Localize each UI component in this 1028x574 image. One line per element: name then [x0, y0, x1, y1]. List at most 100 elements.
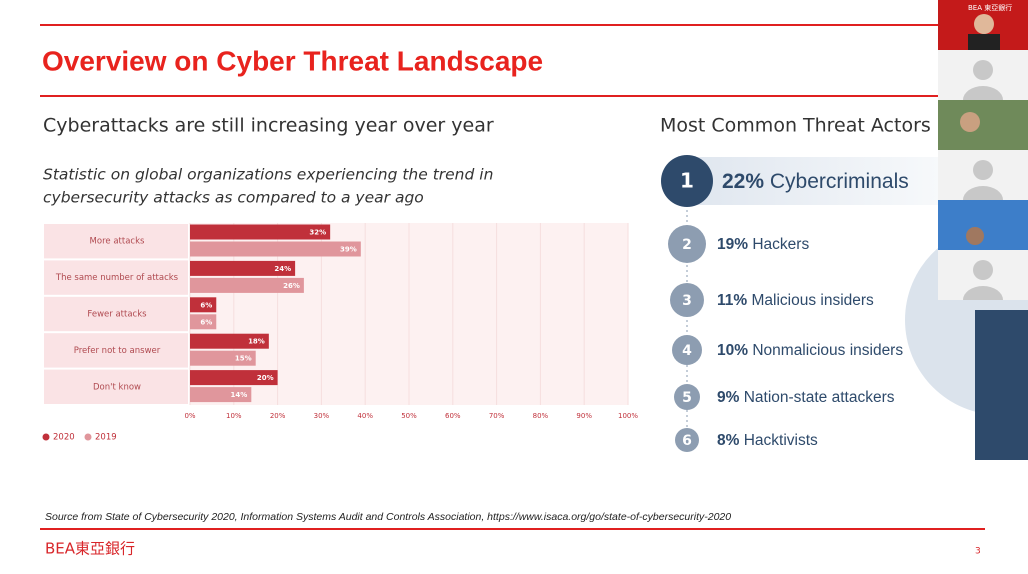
video-tile[interactable]	[938, 200, 1028, 250]
actor: 10% Nonmalicious insiders	[717, 342, 903, 359]
value-label: 26%	[283, 282, 300, 290]
avatar	[973, 60, 993, 80]
legend-swatch	[84, 433, 92, 441]
bar	[190, 277, 304, 293]
participant-banner: BEA 東亞銀行	[968, 3, 1012, 12]
percent: 11%	[717, 292, 747, 309]
actor: 8% Hacktivists	[717, 432, 818, 449]
avatar	[974, 14, 994, 34]
heading: Cyberattacks are still increasing year o…	[43, 115, 494, 137]
rank-badge	[661, 155, 713, 207]
value-label: 39%	[340, 246, 357, 254]
bar	[190, 224, 331, 240]
actor-label: Cybercriminals	[770, 170, 909, 193]
category-cell	[44, 296, 188, 332]
x-tick-label: 60%	[445, 412, 461, 420]
value-label: 32%	[309, 229, 326, 237]
bar	[190, 333, 269, 349]
y-tick-label: Prefer not to answer	[74, 346, 161, 356]
avatar	[973, 260, 993, 280]
rank-badge	[670, 283, 704, 317]
highlight	[687, 157, 939, 205]
rank: 3	[682, 293, 692, 309]
avatar	[960, 112, 980, 132]
x-tick-label: 10%	[226, 412, 242, 420]
value-label: 20%	[257, 374, 274, 382]
x-tick-label: 40%	[357, 412, 373, 420]
avatar	[966, 227, 984, 245]
rank-badge	[668, 225, 706, 263]
bar	[190, 260, 296, 276]
category-cell	[44, 369, 188, 404]
category-cell	[44, 333, 188, 368]
percent: 10%	[717, 342, 748, 359]
bar	[190, 370, 278, 386]
actor-label: Hackers	[752, 236, 809, 253]
subtitle: Statistic on global organizations experi…	[43, 166, 493, 184]
value-label: 24%	[274, 265, 291, 273]
page-number: 3	[975, 547, 981, 557]
rank: 2	[682, 237, 692, 253]
avatar	[963, 286, 1003, 300]
x-tick-label: 0%	[184, 412, 195, 420]
value-label: 15%	[235, 355, 252, 363]
rank-badge	[674, 384, 700, 410]
rank: 4	[682, 343, 692, 359]
y-tick-label: Fewer attacks	[87, 310, 147, 320]
category-cell	[44, 260, 188, 295]
legend-swatch	[42, 433, 50, 441]
value-label: 6%	[200, 301, 212, 309]
bar	[190, 297, 217, 313]
y-tick-label: More attacks	[90, 237, 145, 247]
bar	[190, 387, 252, 403]
x-tick-label: 50%	[401, 412, 417, 420]
x-tick-label: 70%	[489, 412, 505, 420]
slide-title: Overview on Cyber Threat Landscape	[42, 45, 543, 76]
x-tick-label: 30%	[314, 412, 330, 420]
actor: 19% Hackers	[717, 236, 809, 253]
heading: Most Common Threat Actors	[660, 115, 931, 137]
y-tick-label: Don't know	[93, 382, 141, 392]
legend-label: 2020	[53, 433, 75, 443]
actor: 11% Malicious insiders	[717, 292, 874, 309]
rank: 1	[680, 169, 694, 193]
x-tick-label: 20%	[270, 412, 286, 420]
percent: 19%	[717, 236, 748, 253]
subtitle: cybersecurity attacks as compared to a y…	[43, 189, 424, 207]
avatar	[973, 160, 993, 180]
bar	[190, 350, 256, 366]
logo: BEA東亞銀行	[45, 540, 135, 558]
actor: 22% Cybercriminals	[722, 170, 909, 193]
rank: 5	[682, 390, 692, 406]
source: Source from State of Cybersecurity 2020,…	[45, 511, 731, 523]
bar	[190, 241, 361, 257]
percent: 8%	[717, 432, 740, 449]
rank: 6	[682, 433, 692, 449]
percent: 9%	[717, 389, 740, 406]
avatar	[968, 34, 1000, 50]
avatar	[963, 86, 1003, 100]
x-tick-label: 100%	[618, 412, 638, 420]
decoration	[975, 310, 1028, 460]
value-label: 14%	[231, 391, 248, 399]
legend-label: 2019	[95, 433, 117, 443]
actor: 9% Nation-state attackers	[717, 389, 895, 406]
value-label: 18%	[248, 338, 265, 346]
actor-label: Hacktivists	[744, 432, 818, 449]
x-tick-label: 80%	[533, 412, 549, 420]
category-cell	[44, 224, 188, 259]
value-label: 6%	[200, 318, 212, 326]
actor-label: Nonmalicious insiders	[752, 342, 903, 359]
video-sidebar: BEA 東亞銀行	[938, 0, 1028, 300]
video-tile[interactable]	[938, 100, 1028, 150]
x-tick-label: 90%	[576, 412, 592, 420]
percent: 22%	[722, 170, 764, 193]
rank-badge	[675, 428, 699, 452]
avatar	[963, 186, 1003, 200]
bar	[190, 314, 217, 330]
actor-label: Nation-state attackers	[744, 389, 895, 406]
rank-badge	[672, 335, 702, 365]
y-tick-label: The same number of attacks	[55, 273, 179, 283]
